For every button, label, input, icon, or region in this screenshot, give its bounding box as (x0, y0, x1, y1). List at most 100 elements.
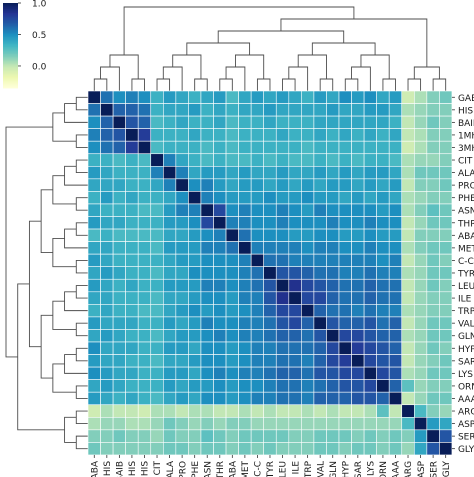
heatmap-cell (363, 404, 377, 418)
heatmap-cell (163, 128, 177, 142)
heatmap-cell (413, 291, 428, 305)
heatmap-cell (301, 266, 315, 280)
heatmap-cell (188, 90, 202, 104)
heatmap-cell (112, 241, 126, 255)
heatmap-cell (87, 316, 101, 330)
heatmap-cell (326, 341, 340, 355)
heatmap-cell (213, 329, 227, 343)
heatmap-cell (163, 266, 177, 280)
heatmap-cell (388, 379, 403, 393)
heatmap-cell (363, 216, 377, 230)
heatmap-cell (200, 178, 214, 192)
heatmap-cell (125, 128, 139, 142)
dendrogram-link (382, 78, 396, 91)
heatmap-cell (163, 379, 177, 393)
heatmap-cell (338, 354, 352, 368)
heatmap-cell (188, 429, 202, 443)
heatmap-cell (288, 429, 302, 443)
heatmap-cell (112, 166, 126, 180)
heatmap-cell (125, 354, 139, 368)
heatmap-cell (213, 341, 227, 355)
dendrogram-link (64, 416, 77, 443)
heatmap-cell (275, 366, 290, 380)
heatmap-cell (263, 304, 277, 318)
heatmap-cell (388, 128, 403, 142)
heatmap-cell (200, 166, 214, 180)
heatmap-cell (163, 341, 177, 355)
heatmap-cell (263, 266, 277, 280)
heatmap-cell (250, 429, 264, 443)
colorbar-segment (3, 86, 18, 89)
column-label: HYP (341, 460, 351, 477)
colorbar-segment (3, 4, 18, 7)
heatmap-cell (188, 329, 202, 343)
heatmap-cell (439, 416, 453, 431)
heatmap-cell (200, 153, 214, 167)
heatmap-cell (125, 316, 139, 330)
heatmap-cell (301, 241, 315, 255)
heatmap-cell (238, 203, 252, 217)
column-label: TRP (304, 460, 314, 477)
heatmap-cell (137, 316, 152, 330)
heatmap-cell (163, 203, 177, 217)
heatmap-cell (238, 115, 252, 129)
heatmap-cell (200, 216, 214, 230)
heatmap-cell (413, 379, 428, 393)
heatmap-cell (338, 153, 352, 167)
heatmap-cell (213, 140, 227, 155)
heatmap-cell (200, 304, 214, 318)
heatmap-cell (351, 278, 365, 293)
heatmap-cell (351, 391, 365, 406)
heatmap-cell (213, 115, 227, 129)
heatmap-cell (275, 266, 290, 280)
heatmap-cell (188, 166, 202, 180)
heatmap-cell (175, 354, 189, 368)
heatmap-cell (137, 354, 152, 368)
heatmap-cell (338, 429, 352, 443)
heatmap-cell (275, 228, 290, 242)
heatmap-cell (388, 115, 403, 129)
heatmap-cell (275, 429, 290, 443)
heatmap-cell (426, 241, 440, 255)
heatmap-cell (363, 140, 377, 155)
heatmap-cell (263, 90, 277, 104)
heatmap-cell (125, 278, 139, 293)
heatmap-cell (213, 442, 227, 456)
dendrogram-link (40, 189, 53, 254)
heatmap-cell (238, 140, 252, 155)
row-label: SER (458, 433, 474, 443)
heatmap-cell (225, 416, 239, 431)
heatmap-cell (87, 203, 101, 217)
heatmap-cell (163, 166, 177, 180)
heatmap-cell (413, 191, 428, 205)
heatmap-cell (238, 128, 252, 142)
heatmap-cell (301, 253, 315, 267)
heatmap-cell (213, 253, 227, 267)
row-label: TYR (457, 269, 474, 279)
heatmap-cell (351, 366, 365, 380)
colorbar-segment (3, 66, 18, 69)
heatmap-cell (313, 404, 327, 418)
heatmap-cell (338, 366, 352, 380)
heatmap-cell (439, 379, 453, 393)
heatmap-cell (275, 304, 290, 318)
heatmap-cell (137, 178, 152, 192)
heatmap-cell (188, 278, 202, 293)
heatmap-cell (200, 366, 214, 380)
heatmap-cell (301, 354, 315, 368)
heatmap-cell (175, 166, 189, 180)
heatmap-cell (439, 191, 453, 205)
column-label: MET (241, 460, 251, 477)
column-label: PHE (191, 461, 201, 477)
heatmap-cell (100, 316, 114, 330)
colorbar-segment (3, 72, 18, 75)
heatmap-cell (137, 153, 152, 167)
heatmap-cell (401, 140, 415, 155)
heatmap-cell (363, 379, 377, 393)
heatmap-cell (200, 203, 214, 217)
heatmap-cell (175, 278, 189, 293)
column-label: ARG (404, 461, 414, 477)
heatmap-cell (313, 216, 327, 230)
heatmap-cell (338, 316, 352, 330)
heatmap-cell (213, 354, 227, 368)
